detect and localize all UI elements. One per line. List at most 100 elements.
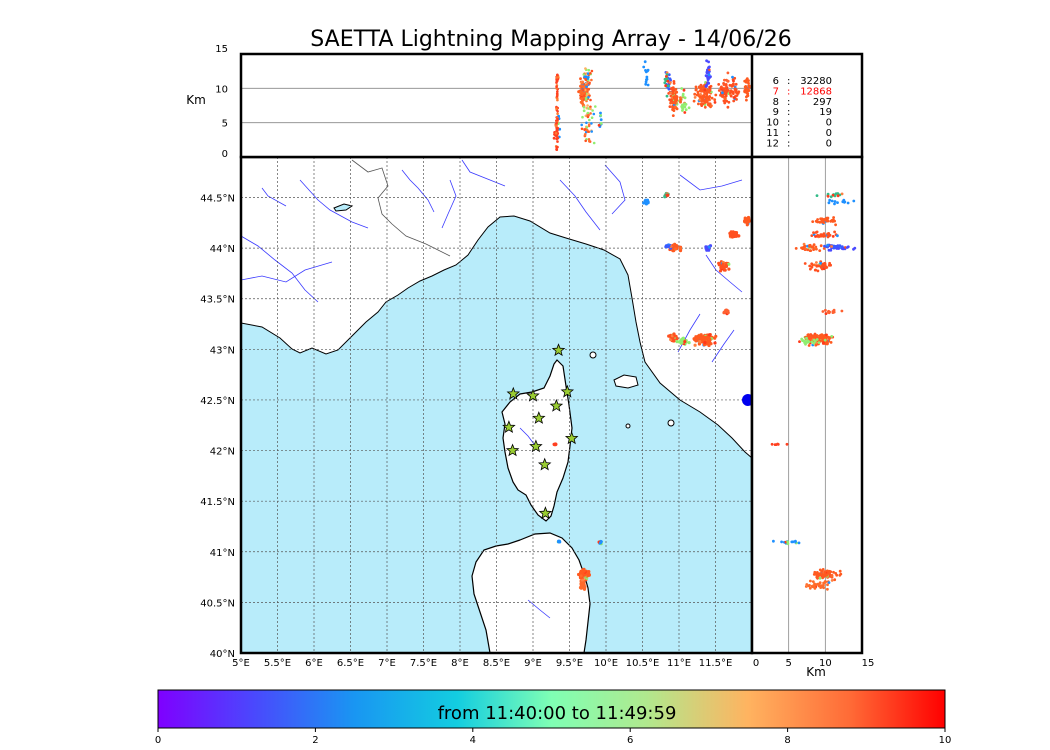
side-source-point (826, 335, 830, 339)
top-source-point (707, 73, 711, 77)
top-source-point (669, 81, 672, 84)
side-source-point (817, 264, 821, 268)
top-source-point (586, 72, 590, 75)
top-source-point (703, 105, 707, 109)
side-source-point (827, 581, 831, 584)
top-source-point (705, 83, 709, 87)
side-source-point (830, 335, 834, 338)
side-source-point (827, 309, 830, 313)
top-source-point (587, 123, 591, 126)
map-x-tick-label: 10.5°E (626, 658, 660, 669)
colorbar-tick-label: 0 (155, 735, 161, 746)
top-source-point (555, 79, 559, 82)
map-source-point (581, 578, 585, 583)
top-source-point (706, 78, 710, 82)
top-source-point (735, 91, 738, 94)
side-source-point (818, 573, 821, 577)
top-source-point (584, 77, 587, 81)
station-star-icon (564, 431, 579, 445)
map-source-point (707, 336, 711, 340)
map-source-point (598, 541, 603, 545)
station-star-icon (551, 343, 566, 357)
station-star-icon (529, 439, 543, 453)
top-source-point (726, 71, 730, 75)
side-source-point (838, 244, 842, 248)
top-source-point (592, 141, 596, 145)
station-star-icon (506, 386, 521, 400)
side-source-point (815, 261, 818, 264)
side-source-point (853, 246, 857, 250)
side-source-point (797, 541, 801, 545)
side-source-point (813, 263, 816, 267)
side-x-tick-label: 5 (785, 658, 791, 669)
map-source-point (717, 263, 721, 267)
top-source-point (646, 83, 650, 87)
top-source-point (672, 82, 676, 85)
top-source-point (584, 139, 587, 143)
top-source-point (599, 114, 603, 117)
top-source-point (580, 127, 584, 131)
side-source-point (806, 340, 810, 344)
top-source-point (679, 96, 682, 99)
top-source-point (732, 96, 736, 99)
top-source-point (671, 108, 674, 111)
side-source-point (821, 568, 825, 571)
map-source-point (733, 232, 737, 236)
side-source-point (836, 201, 839, 205)
top-source-point (668, 105, 672, 108)
map-source-point (747, 219, 751, 223)
side-source-point (812, 243, 816, 247)
top-source-point (745, 98, 748, 102)
map-x-tick-label: 9.5°E (556, 658, 583, 669)
capraia-island (589, 351, 597, 359)
station-count-stations: 10 (766, 118, 779, 129)
side-source-point (807, 335, 811, 339)
top-source-point (582, 109, 586, 113)
top-source-point (589, 105, 592, 109)
side-source-point (812, 231, 815, 235)
elba-island (613, 374, 639, 389)
top-source-point (585, 121, 588, 125)
side-source-point (845, 246, 849, 249)
side-panel-sources (770, 192, 857, 591)
station-star-icon (538, 506, 553, 520)
side-source-point (826, 569, 829, 573)
side-x-tick-label: 15 (862, 658, 875, 669)
borders (351, 159, 451, 257)
top-source-point (643, 60, 647, 64)
top-source-point (722, 82, 725, 85)
top-source-point (693, 92, 697, 96)
lake-geneva (333, 203, 354, 212)
side-source-point (798, 340, 801, 343)
top-y-tick-label: 10 (215, 84, 228, 95)
side-source-point (819, 586, 823, 589)
top-source-point (589, 98, 592, 102)
map-y-tick-label: 42°N (210, 447, 235, 458)
top-source-point (580, 101, 583, 104)
top-source-point (587, 68, 591, 72)
side-source-point (808, 245, 811, 248)
side-source-point (813, 583, 817, 586)
map-source-point (672, 339, 676, 343)
side-source-point (803, 341, 806, 344)
station-count-value: 0 (826, 118, 832, 129)
map-source-point (708, 333, 712, 337)
top-source-point (665, 75, 668, 78)
top-source-point (728, 83, 732, 87)
side-source-point (826, 587, 829, 591)
side-source-point (817, 341, 821, 344)
top-source-point (580, 123, 583, 127)
side-source-point (822, 232, 826, 236)
map-source-point (683, 340, 687, 344)
side-source-point (823, 338, 827, 342)
top-source-point (731, 75, 734, 79)
side-source-point (818, 576, 822, 580)
station-count-stations: 8 (773, 97, 779, 108)
side-source-point (828, 198, 832, 202)
montecristo-island (625, 423, 631, 429)
side-source-point (820, 234, 824, 238)
top-source-point (664, 84, 668, 88)
side-source-point (819, 261, 822, 265)
top-source-point (556, 73, 559, 77)
map-y-tick-label: 40°N (210, 649, 235, 660)
